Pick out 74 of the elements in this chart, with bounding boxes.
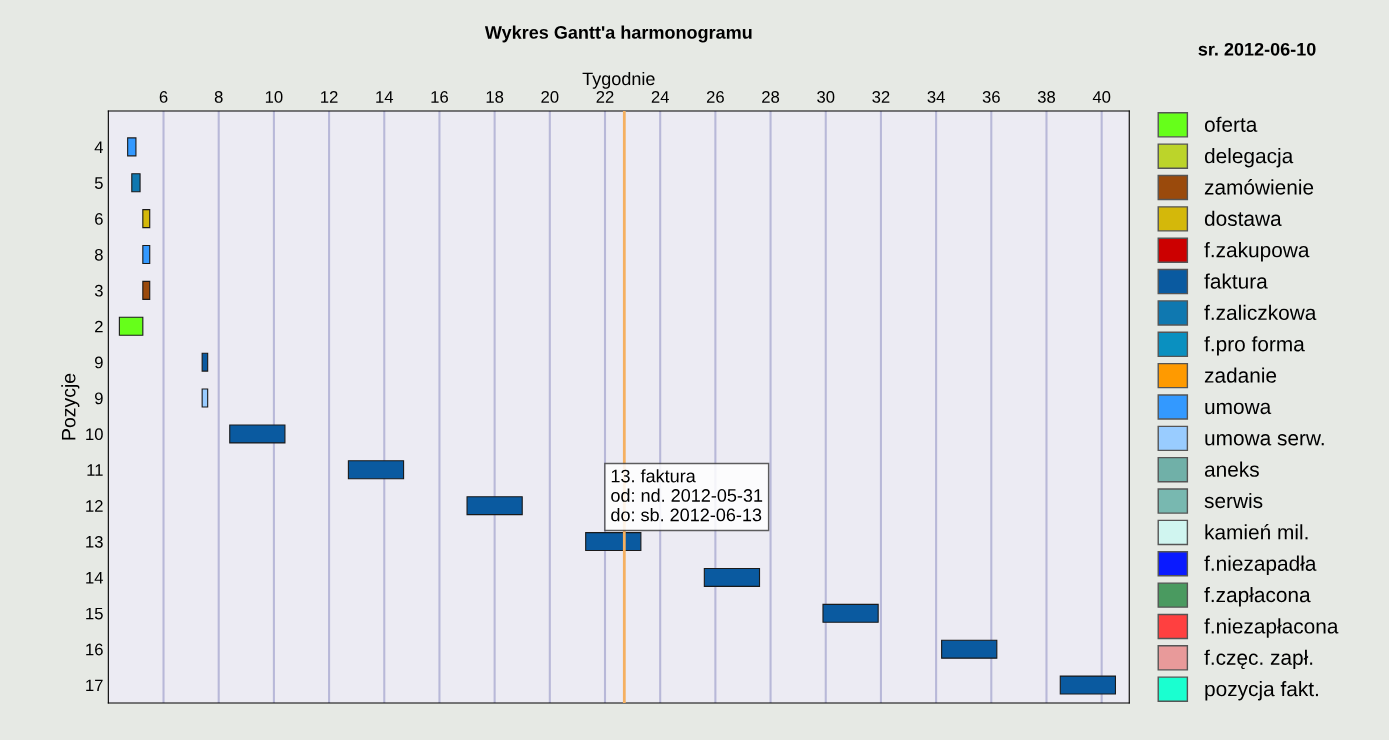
y-tick-label: 9 [94, 356, 103, 369]
legend-label: zadanie [1204, 367, 1277, 383]
bar [703, 567, 761, 587]
bar [127, 137, 137, 157]
bar [118, 316, 144, 336]
x-tick-label: 12 [321, 91, 338, 103]
y-tick-label: 4 [94, 141, 103, 153]
y-tick-label: 17 [86, 679, 103, 692]
bar [1059, 675, 1117, 695]
x-tick-label: 26 [706, 91, 724, 103]
x-tick-label: 36 [982, 91, 1000, 103]
legend-label: f.częc. zapł. [1204, 649, 1313, 670]
x-tick-label: 8 [214, 91, 223, 103]
y-tick-label: 8 [94, 248, 103, 261]
legend-label: dostawa [1204, 210, 1282, 227]
legend-label: serwis [1204, 492, 1263, 509]
y-tick-label: 14 [86, 572, 103, 584]
bar [347, 460, 405, 480]
legend-label: f.zaliczkowa [1204, 304, 1317, 321]
legend-label: zamówienie [1204, 179, 1314, 195]
legend-label: f.pro forma [1204, 336, 1305, 356]
text: sr. 2012-06-10 [1198, 42, 1316, 56]
legend-label: f.zakupowa [1204, 242, 1310, 262]
bar [201, 388, 209, 408]
x-tick-label: 22 [596, 91, 614, 103]
y-tick-label: 10 [86, 428, 103, 441]
bar [229, 424, 286, 444]
legend-label: faktura [1204, 273, 1268, 289]
bar [142, 244, 151, 265]
y-tick-label: 6 [95, 213, 103, 225]
x-tick-label: 20 [541, 91, 559, 103]
x-tick-label: 24 [651, 91, 669, 103]
legend-label: umowa [1205, 402, 1272, 415]
y-tick-label: 2 [95, 320, 103, 333]
x-tick-label: 38 [1037, 91, 1056, 103]
y-tick-label: 16 [86, 643, 103, 656]
y-tick-label: 11 [87, 464, 103, 476]
bar [142, 280, 151, 300]
legend-label: kamień mil. [1205, 524, 1308, 540]
legend-label: aneks [1204, 461, 1259, 477]
x-tick-label: 40 [1092, 91, 1111, 103]
bar [585, 532, 642, 552]
legend-label: delegacja [1204, 148, 1294, 168]
bar [142, 209, 151, 229]
x-tick-label: 18 [486, 91, 504, 103]
bar [466, 496, 523, 516]
x-tick-label: 6 [159, 91, 168, 103]
bar [201, 352, 209, 372]
bar [822, 603, 879, 623]
y-axis-title: Pozycje [61, 373, 80, 440]
x-tick-label: 14 [376, 91, 394, 103]
x-tick-label: 28 [762, 91, 780, 103]
x-tick-label: 34 [927, 91, 945, 103]
y-tick-label: 3 [94, 284, 103, 297]
legend-label: f.niezapadła [1204, 555, 1317, 576]
legend-label: pozycja fakt. [1205, 681, 1318, 701]
legend-label: f.zapłacona [1204, 586, 1311, 607]
annotation: 13. faktura od: nd. 2012-05-31 do: sb. 2012-06-13 [611, 469, 763, 522]
x-tick-label: 30 [817, 91, 835, 103]
bar [941, 639, 998, 659]
x-tick-label: 32 [872, 91, 890, 103]
x-tick-label: 10 [265, 91, 283, 103]
x-axis-title: Tygodnie [582, 71, 655, 89]
legend-label: oferta [1204, 116, 1258, 132]
legend-label: umowa serw. [1205, 434, 1324, 446]
chart-title: Wykres Gantt'a harmonogramu [484, 25, 752, 43]
y-tick-label: 5 [94, 177, 103, 189]
y-tick-label: 13 [86, 535, 103, 548]
legend-label: f.niezapłacona [1204, 618, 1339, 638]
bar [131, 173, 141, 193]
x-tick-label: 16 [431, 91, 448, 103]
y-tick-label: 15 [86, 607, 103, 620]
y-tick-label: 12 [86, 500, 103, 512]
y-tick-label: 9 [94, 392, 103, 405]
